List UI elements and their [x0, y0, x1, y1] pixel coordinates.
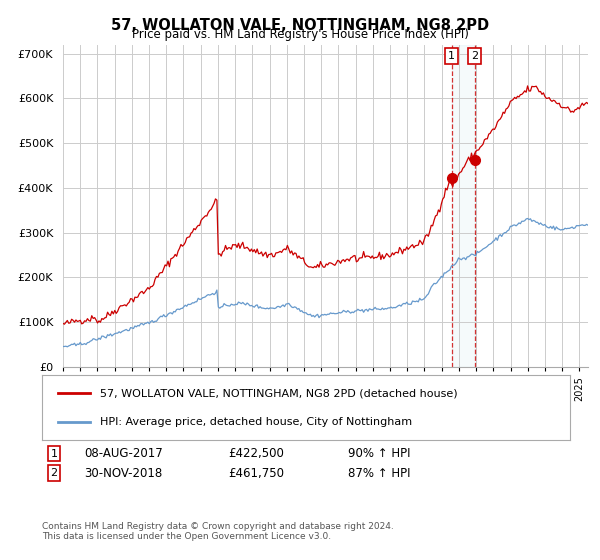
Text: Price paid vs. HM Land Registry's House Price Index (HPI): Price paid vs. HM Land Registry's House …: [131, 28, 469, 41]
Text: 57, WOLLATON VALE, NOTTINGHAM, NG8 2PD: 57, WOLLATON VALE, NOTTINGHAM, NG8 2PD: [111, 18, 489, 33]
Text: HPI: Average price, detached house, City of Nottingham: HPI: Average price, detached house, City…: [100, 417, 412, 427]
Text: 2: 2: [471, 51, 478, 61]
Text: £461,750: £461,750: [228, 466, 284, 480]
Text: 2: 2: [50, 468, 58, 478]
Text: 30-NOV-2018: 30-NOV-2018: [84, 466, 162, 480]
Text: 57, WOLLATON VALE, NOTTINGHAM, NG8 2PD (detached house): 57, WOLLATON VALE, NOTTINGHAM, NG8 2PD (…: [100, 388, 458, 398]
Text: 90% ↑ HPI: 90% ↑ HPI: [348, 447, 410, 460]
Text: £422,500: £422,500: [228, 447, 284, 460]
Text: 08-AUG-2017: 08-AUG-2017: [84, 447, 163, 460]
Text: 87% ↑ HPI: 87% ↑ HPI: [348, 466, 410, 480]
Bar: [452, 45, 475, 367]
Text: Contains HM Land Registry data © Crown copyright and database right 2024.
This d: Contains HM Land Registry data © Crown c…: [42, 522, 394, 542]
Text: 1: 1: [50, 449, 58, 459]
Text: 1: 1: [448, 51, 455, 61]
